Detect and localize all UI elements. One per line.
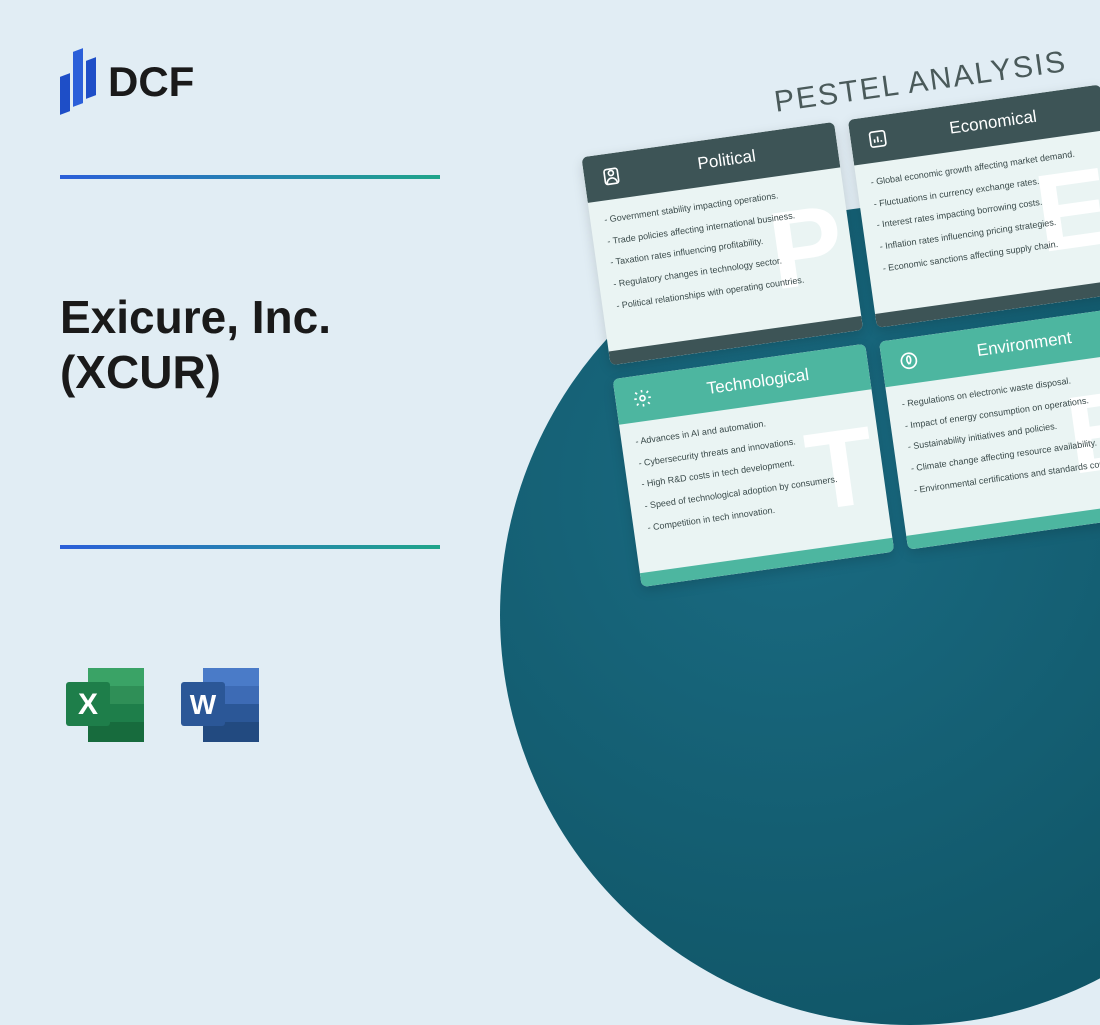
logo-icon [60,50,96,113]
leaf-icon [896,348,921,373]
divider-top [60,175,440,179]
pestel-card-economical: Economical E - Global economic growth af… [848,84,1100,327]
pestel-analysis: PESTEL ANALYSIS Political P - Government… [575,41,1100,587]
pestel-card-environment: Environment E - Regulations on electroni… [879,306,1100,549]
card-items: - Regulations on electronic waste dispos… [901,368,1100,497]
excel-icon: X [60,660,150,750]
page-root: DCF Exicure, Inc. (XCUR) X [0,0,1100,805]
chart-icon [865,127,890,152]
logo: DCF [60,50,194,113]
word-icon: W [175,660,265,750]
pestel-grid: Political P - Government stability impac… [581,84,1100,587]
title-line2: (XCUR) [60,346,221,398]
pestel-card-political: Political P - Government stability impac… [581,122,863,365]
gear-icon [630,386,655,411]
logo-text: DCF [108,58,194,106]
divider-bottom [60,545,440,549]
file-icons: X W [60,660,265,750]
page-title: Exicure, Inc. (XCUR) [60,290,331,400]
svg-text:W: W [190,689,217,720]
title-line1: Exicure, Inc. [60,291,331,343]
svg-text:X: X [78,688,98,721]
person-icon [599,164,624,189]
pestel-card-technological: Technological T - Advances in AI and aut… [613,344,895,587]
